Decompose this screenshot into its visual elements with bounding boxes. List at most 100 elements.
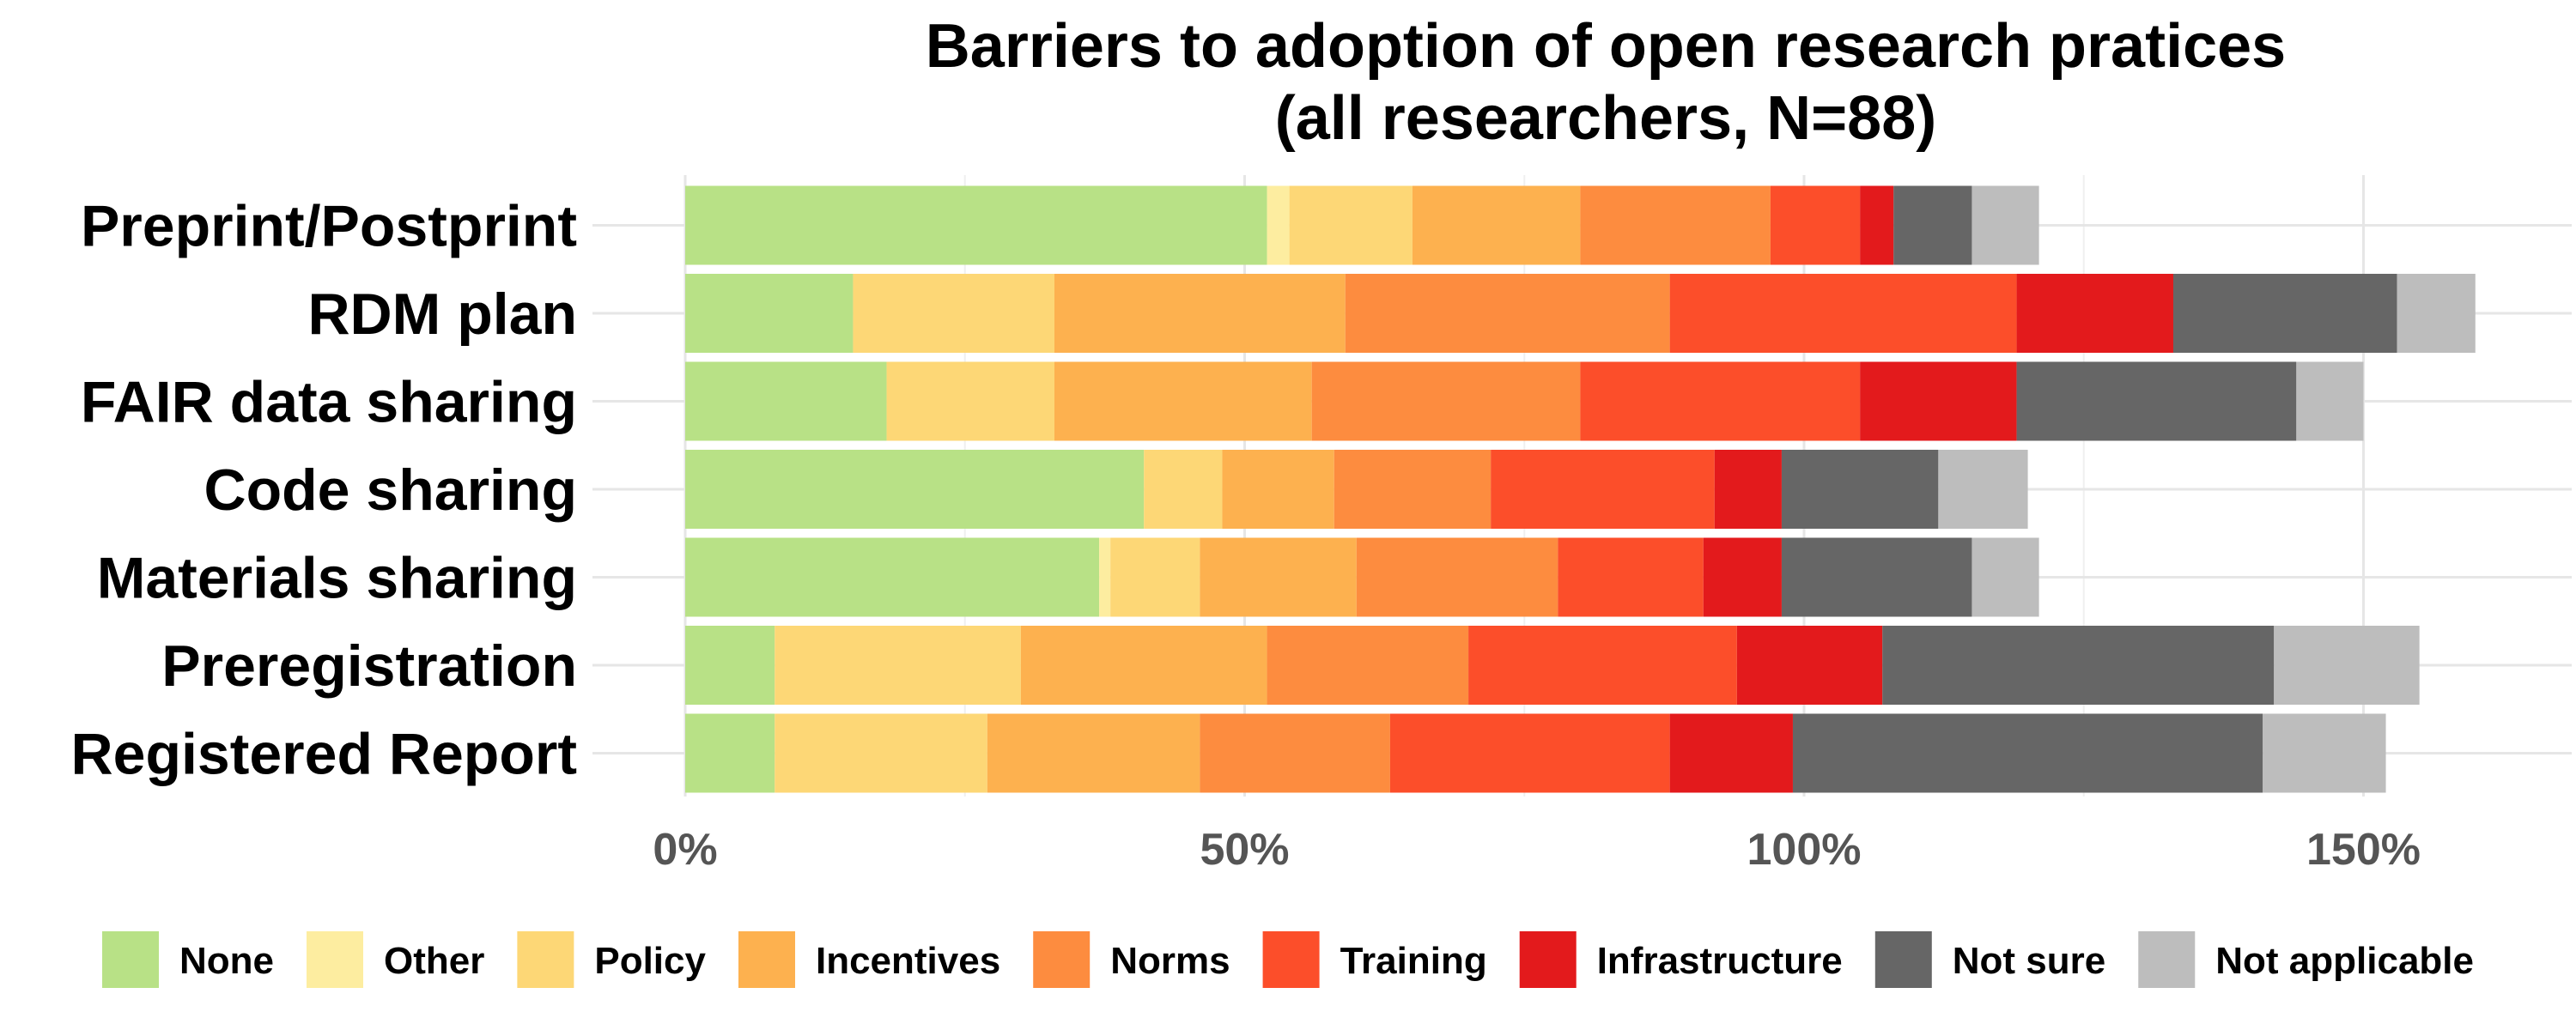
legend-label-norms: Norms xyxy=(1110,940,1230,982)
bar-preregistration-training xyxy=(1468,626,1737,705)
bar-preprint-postprint-other xyxy=(1267,185,1290,265)
bar-preprint-postprint-not-applicable xyxy=(1971,185,2039,265)
bar-fair-data-sharing-not-applicable xyxy=(2296,361,2364,441)
bar-materials-sharing-other xyxy=(1099,537,1111,617)
category-label-rdm-plan: RDM plan xyxy=(307,282,577,347)
legend-swatch-training xyxy=(1262,931,1320,988)
bar-code-sharing-norms xyxy=(1334,450,1492,529)
bar-preprint-postprint-not-sure xyxy=(1893,185,1972,265)
legend-item-policy: Policy xyxy=(517,931,707,988)
legend-item-none: None xyxy=(102,931,274,988)
bar-code-sharing-none xyxy=(685,450,1145,529)
chart-title: Barriers to adoption of open research pr… xyxy=(926,12,2286,81)
legend-item-incentives: Incentives xyxy=(738,931,1000,988)
bar-fair-data-sharing-none xyxy=(685,361,887,441)
bar-registered-report-none xyxy=(685,713,775,793)
bar-preprint-postprint-infrastructure xyxy=(1860,185,1894,265)
bar-rdm-plan-infrastructure xyxy=(2016,274,2173,353)
chart-subtitle: (all researchers, N=88) xyxy=(1275,84,1936,153)
legend-swatch-none xyxy=(102,931,160,988)
bar-registered-report-infrastructure xyxy=(1669,713,1793,793)
bar-fair-data-sharing-incentives xyxy=(1054,361,1312,441)
bar-registered-report-not-sure xyxy=(1792,713,2263,793)
legend-item-norms: Norms xyxy=(1033,931,1230,988)
legend-swatch-not-applicable xyxy=(2138,931,2196,988)
legend-item-not-applicable: Not applicable xyxy=(2138,931,2474,988)
bar-fair-data-sharing-norms xyxy=(1311,361,1581,441)
category-label-fair-data-sharing: FAIR data sharing xyxy=(81,370,577,435)
legend-item-training: Training xyxy=(1262,931,1487,988)
bar-materials-sharing-not-applicable xyxy=(1971,537,2039,617)
bar-preregistration-norms xyxy=(1267,626,1469,705)
category-label-preregistration: Preregistration xyxy=(161,633,577,699)
bar-preregistration-incentives xyxy=(1020,626,1267,705)
bar-code-sharing-infrastructure xyxy=(1714,450,1782,529)
legend-label-infrastructure: Infrastructure xyxy=(1597,940,1843,982)
legend-item-not-sure: Not sure xyxy=(1874,931,2105,988)
x-tick-label: 50% xyxy=(1200,825,1289,875)
bar-materials-sharing-not-sure xyxy=(1781,537,1972,617)
legend-label-other: Other xyxy=(384,940,484,982)
bar-rdm-plan-not-applicable xyxy=(2397,274,2476,353)
category-label-preprint-postprint: Preprint/Postprint xyxy=(81,194,577,259)
bar-registered-report-not-applicable xyxy=(2263,713,2386,793)
bar-preregistration-policy xyxy=(775,626,1021,705)
bar-code-sharing-policy xyxy=(1144,450,1223,529)
bar-preprint-postprint-policy xyxy=(1289,185,1413,265)
bars-layer xyxy=(685,185,2476,793)
bar-materials-sharing-infrastructure xyxy=(1703,537,1782,617)
bar-fair-data-sharing-policy xyxy=(886,361,1054,441)
bar-preprint-postprint-training xyxy=(1770,185,1861,265)
legend-swatch-incentives xyxy=(738,931,795,988)
bar-code-sharing-incentives xyxy=(1222,450,1334,529)
category-label-registered-report: Registered Report xyxy=(71,722,577,787)
bar-fair-data-sharing-infrastructure xyxy=(1860,361,2017,441)
category-label-code-sharing: Code sharing xyxy=(204,457,578,523)
bar-materials-sharing-incentives xyxy=(1200,537,1357,617)
bar-rdm-plan-not-sure xyxy=(2172,274,2397,353)
bar-code-sharing-not-applicable xyxy=(1938,450,2028,529)
bar-registered-report-incentives xyxy=(987,713,1200,793)
bar-rdm-plan-policy xyxy=(853,274,1054,353)
bar-preregistration-none xyxy=(685,626,775,705)
bar-fair-data-sharing-not-sure xyxy=(2016,361,2297,441)
x-tick-label: 100% xyxy=(1747,825,1862,875)
bar-preregistration-not-applicable xyxy=(2274,626,2420,705)
bar-rdm-plan-none xyxy=(685,274,854,353)
x-tick-label: 150% xyxy=(2306,825,2421,875)
category-label-materials-sharing: Materials sharing xyxy=(97,546,577,611)
bar-materials-sharing-policy xyxy=(1110,537,1200,617)
bar-preprint-postprint-norms xyxy=(1580,185,1771,265)
bar-registered-report-training xyxy=(1389,713,1670,793)
x-axis-ticks: 0% 50% 100% 150% xyxy=(653,825,2421,875)
legend-swatch-infrastructure xyxy=(1519,931,1577,988)
bar-preregistration-not-sure xyxy=(1882,626,2275,705)
legend-swatch-not-sure xyxy=(1874,931,1932,988)
legend-item-infrastructure: Infrastructure xyxy=(1519,931,1843,988)
legend-label-not-sure: Not sure xyxy=(1953,940,2105,982)
bar-preprint-postprint-none xyxy=(685,185,1267,265)
bar-rdm-plan-training xyxy=(1669,274,2017,353)
bar-preregistration-infrastructure xyxy=(1736,626,1883,705)
bar-materials-sharing-training xyxy=(1558,537,1704,617)
legend-label-training: Training xyxy=(1340,940,1487,982)
bar-code-sharing-not-sure xyxy=(1781,450,1939,529)
legend-swatch-other xyxy=(307,931,364,988)
legend-label-not-applicable: Not applicable xyxy=(2215,940,2474,982)
bar-preprint-postprint-incentives xyxy=(1412,185,1581,265)
bar-code-sharing-training xyxy=(1491,450,1715,529)
x-tick-label: 0% xyxy=(653,825,717,875)
legend-label-none: None xyxy=(179,940,274,982)
bar-rdm-plan-incentives xyxy=(1054,274,1346,353)
bar-fair-data-sharing-training xyxy=(1580,361,1861,441)
legend-swatch-norms xyxy=(1033,931,1091,988)
bar-materials-sharing-norms xyxy=(1356,537,1558,617)
legend-item-other: Other xyxy=(307,931,484,988)
legend-label-policy: Policy xyxy=(594,940,706,982)
bar-registered-report-norms xyxy=(1200,713,1390,793)
bar-rdm-plan-norms xyxy=(1345,274,1670,353)
legend-swatch-policy xyxy=(517,931,574,988)
category-labels: Preprint/Postprint RDM plan FAIR data shar… xyxy=(71,194,577,787)
